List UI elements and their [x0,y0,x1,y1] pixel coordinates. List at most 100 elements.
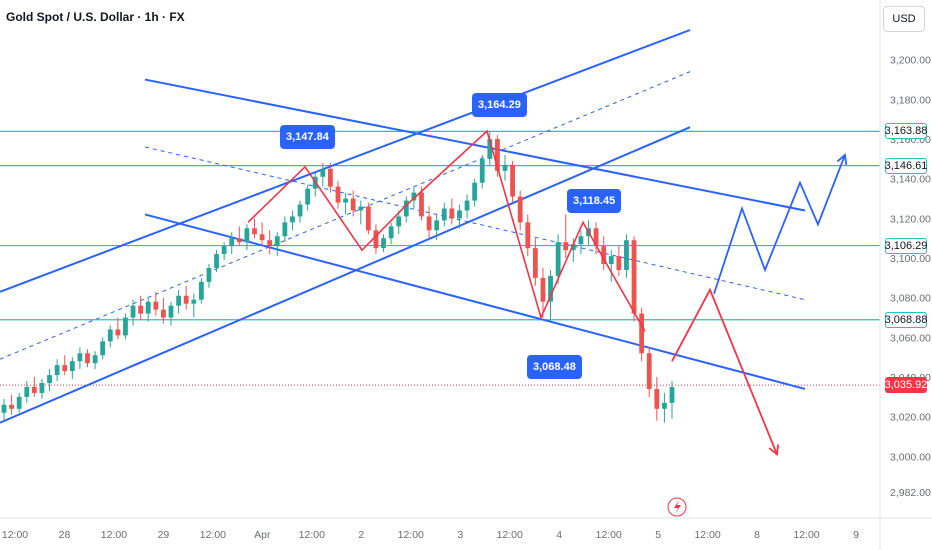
price-callout[interactable]: 3,164.29 [472,93,527,117]
x-tick-label: 3 [457,529,463,541]
y-tick-label: 3,020.00 [890,412,931,424]
candle-body [161,309,166,318]
chart-title: Gold Spot / U.S. Dollar · 1h · FX [6,10,185,24]
channel-trendline[interactable] [144,213,806,390]
x-tick-label: 12:00 [299,529,325,541]
candle-body [252,228,257,235]
candle-body [381,238,386,249]
y-tick-label: 2,982.00 [890,487,931,499]
price-callout[interactable]: 3,068.48 [527,355,582,379]
y-tick-label: 3,080.00 [890,293,931,305]
x-tick-label: 12:00 [694,529,720,541]
channel-midline[interactable] [0,71,691,360]
candle-body [206,267,212,282]
candle-body [236,238,242,243]
red-projection-arrowhead [768,444,780,457]
candle-body [350,198,356,211]
candle-body [153,301,159,310]
candle-body [176,295,181,306]
candle-body [608,256,614,265]
candle-body [85,353,90,364]
candle-body [343,198,348,203]
y-tick-label: 3,200.00 [890,55,931,67]
x-tick-label: 12:00 [101,529,127,541]
level-price-badge: 3,163.88 [884,123,928,140]
candle-body [221,246,227,255]
channel-midline[interactable] [144,146,806,301]
candle-body [434,220,440,231]
x-tick-label: 12:00 [200,529,226,541]
candle-body [107,329,113,342]
level-price-badge: 3,106.29 [884,237,928,254]
candle-body [388,226,394,239]
candle-body [593,228,599,247]
candle-body [525,222,531,249]
current-price-badge: 3,035.92 [884,377,928,394]
price-callout[interactable]: 3,118.45 [567,189,622,213]
zigzag-path[interactable] [247,129,646,332]
level-price-badge: 3,068.88 [884,311,928,328]
candle-body [502,164,508,171]
y-tick-label: 3,140.00 [890,174,931,186]
candle-body [532,248,538,278]
candle-body [540,277,546,302]
y-tick-label: 3,180.00 [890,94,931,106]
candle-body [191,299,197,304]
candle-body [24,386,30,397]
candle-body [419,192,424,217]
candle-body [616,256,622,270]
x-tick-label: 29 [158,529,170,541]
candle-body [631,240,637,314]
candle-body [138,305,144,314]
candle-body [62,365,68,372]
candle-body [47,375,52,383]
channel-trendline[interactable] [0,126,691,424]
candle-body [16,396,22,409]
x-tick-label: Apr [254,529,271,541]
x-tick-label: 2 [358,529,364,541]
candle-body [290,216,295,223]
candle-body [214,254,219,268]
candle-body [259,234,265,241]
channel-trendline[interactable] [0,29,691,293]
candle-body [555,242,561,276]
channel-trendline[interactable] [144,78,806,212]
x-tick-label: 12:00 [398,529,424,541]
blue-projection-arrowhead [836,153,848,165]
candle-body [328,168,333,187]
price-callout[interactable]: 3,147.84 [280,125,335,149]
candle-body [92,355,98,364]
candle-body [198,281,204,300]
candle-body [229,238,235,247]
candle-body [77,353,83,362]
candle-body [244,228,250,243]
candle-body [39,382,45,393]
candle-body [365,206,371,231]
currency-selector[interactable]: USD [883,6,925,32]
x-tick-label: 12:00 [793,529,819,541]
candle-body [320,168,326,177]
candle-body [570,244,576,251]
candle-body [267,240,273,247]
candle-body [548,275,553,302]
y-tick-label: 3,000.00 [890,451,931,463]
candle-body [9,404,14,409]
candle-body [403,200,409,217]
candle-body [183,295,189,304]
y-tick-label: 3,100.00 [890,253,931,265]
red-projection-path[interactable] [671,287,778,455]
blue-projection-path[interactable] [713,154,846,295]
candle-body [654,388,660,409]
candle-body [662,402,667,409]
x-tick-label: 8 [754,529,760,541]
candle-body [130,305,136,318]
candle-body [282,222,288,237]
y-tick-label: 3,120.00 [890,213,931,225]
candle-body [479,158,485,183]
x-tick-label: 5 [655,529,661,541]
candle-body [578,236,584,245]
candle-body [449,208,455,219]
y-tick-label: 3,060.00 [890,332,931,344]
candle-body [472,182,478,201]
